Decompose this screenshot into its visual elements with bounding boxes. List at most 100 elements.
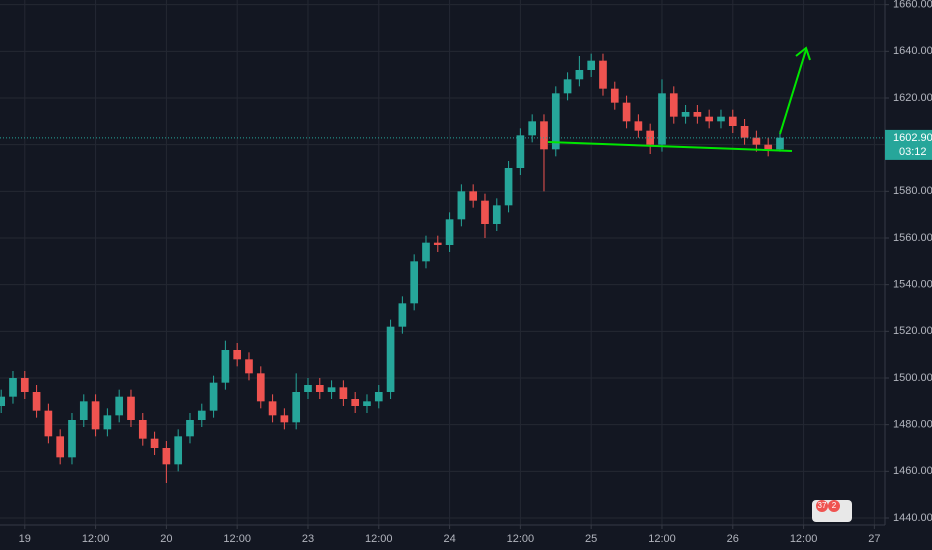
candle-body — [20, 378, 29, 392]
candle-body — [292, 392, 301, 423]
candle-body — [622, 102, 631, 122]
candle-body — [764, 144, 773, 150]
candle-body — [599, 60, 607, 89]
candle-body — [150, 438, 159, 448]
candle-body — [504, 168, 513, 206]
candle-body — [56, 436, 65, 458]
candle-body — [209, 382, 218, 411]
candle-body — [528, 121, 537, 136]
candle-body — [127, 396, 135, 420]
candle-body — [79, 401, 88, 420]
candle-body — [410, 261, 419, 304]
candle-body — [174, 436, 183, 465]
candle-body — [457, 191, 466, 220]
x-tick-label: 25 — [585, 533, 597, 545]
y-tick-label: 1520.00 — [893, 325, 932, 337]
candle-body — [445, 219, 454, 245]
candle-body — [776, 137, 784, 150]
axis-labels: 1440.00 1460.00 1480.00 1500.00 1520.00 1540.… — [19, 0, 932, 545]
candle-body — [268, 401, 277, 416]
candle-body — [646, 130, 655, 145]
candle-body — [469, 191, 478, 201]
candle-body — [516, 135, 525, 168]
candle-body — [162, 448, 171, 465]
y-tick-label: 1540.00 — [893, 279, 932, 291]
trend-line — [547, 141, 793, 152]
x-tick-label: 27 — [868, 533, 880, 545]
candle-body — [9, 378, 17, 397]
candle-body — [0, 396, 6, 406]
candle-body — [540, 121, 548, 150]
badge-dot — [828, 500, 840, 512]
y-tick-label: 1620.00 — [893, 92, 932, 104]
candle-body — [44, 410, 53, 437]
last-price-box — [885, 129, 932, 160]
candle-body — [374, 392, 383, 402]
x-tick-label: 12:00 — [365, 533, 393, 545]
candle-body — [492, 205, 501, 224]
candle-body — [433, 242, 442, 245]
x-tick-label: 12:00 — [223, 533, 251, 545]
last-price-label: 1602.90 — [893, 132, 932, 144]
candle-body — [221, 350, 230, 383]
candle-body — [481, 200, 489, 224]
y-tick-label: 1580.00 — [893, 185, 932, 197]
arrow-line — [779, 49, 807, 135]
candle-body — [563, 79, 572, 94]
y-tick-label: 1660.00 — [893, 0, 932, 11]
x-tick-label: 26 — [727, 533, 739, 545]
candle-body — [752, 137, 761, 145]
candle-body — [705, 116, 714, 122]
candle-body — [138, 420, 147, 439]
x-tick-label: 24 — [443, 533, 455, 545]
candle-body — [103, 415, 112, 430]
candle-body — [575, 70, 584, 80]
x-tick-label: 19 — [19, 533, 31, 545]
badge-dot — [816, 500, 828, 512]
badge-count: 2 — [832, 501, 837, 510]
candle-body — [32, 392, 41, 411]
candle-body — [740, 126, 749, 138]
price-axis — [885, 0, 932, 525]
candle-body — [717, 116, 725, 122]
candle-body — [610, 88, 619, 103]
candle-body — [186, 420, 194, 437]
candle-body — [256, 373, 265, 402]
candle-body — [634, 121, 643, 131]
candle-body — [363, 401, 371, 406]
y-tick-label: 1440.00 — [893, 512, 932, 524]
candle-body — [339, 387, 348, 399]
candle-body — [315, 385, 324, 392]
y-tick-label: 1480.00 — [893, 419, 932, 431]
candle-body — [327, 387, 336, 392]
candle-body — [245, 359, 253, 374]
candle-body — [728, 116, 737, 126]
candle-body — [551, 93, 560, 150]
candle-body — [386, 326, 395, 392]
candle-body — [233, 350, 242, 360]
candles — [0, 53, 885, 483]
candle-body — [669, 93, 678, 117]
x-tick-label: 12:00 — [507, 533, 535, 545]
candle-body — [91, 401, 100, 430]
candle-body — [304, 385, 312, 392]
y-tick-label: 1640.00 — [893, 45, 932, 57]
candle-body — [658, 93, 666, 145]
time-axis — [0, 525, 932, 550]
candle-body — [280, 415, 289, 423]
y-tick-label: 1460.00 — [893, 465, 932, 477]
countdown-label: 03:12 — [899, 146, 927, 158]
badge-group: 37 2 — [812, 500, 852, 522]
grid — [0, 0, 885, 525]
arrow-head — [795, 46, 811, 61]
candle-body — [422, 242, 430, 262]
candle-body — [681, 112, 690, 117]
candle-body — [693, 112, 702, 117]
y-tick-label: 1500.00 — [893, 372, 932, 384]
badge-count: 37 — [818, 501, 827, 510]
x-tick-label: 12:00 — [648, 533, 676, 545]
candle-body — [115, 396, 124, 416]
